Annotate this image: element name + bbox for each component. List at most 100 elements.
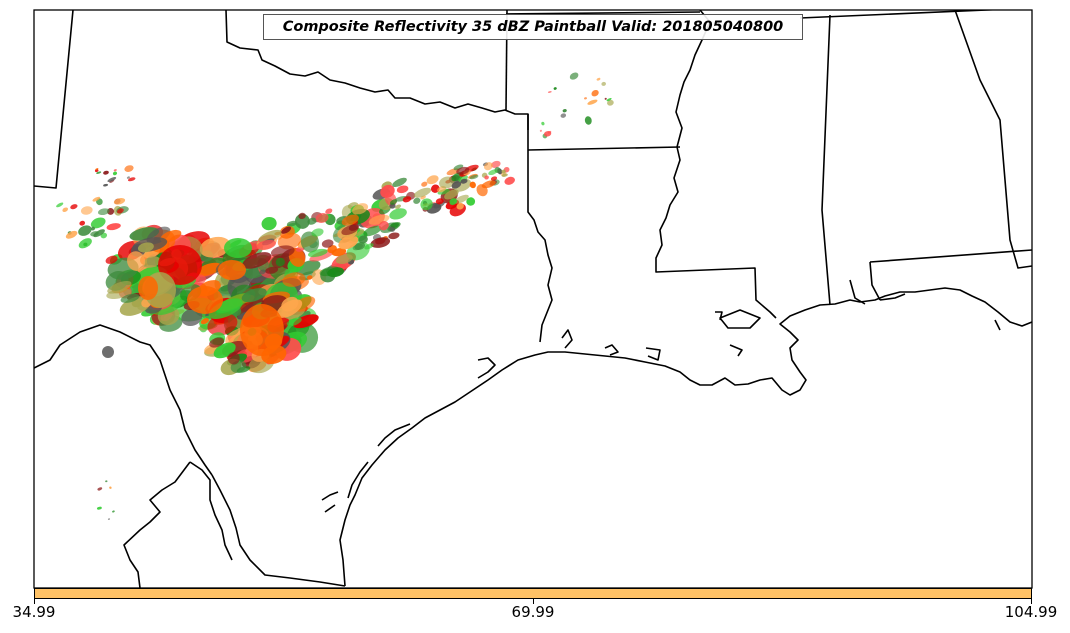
storm-cell: [341, 224, 359, 236]
storm-cell: [488, 169, 498, 176]
storm-core: [158, 245, 202, 285]
storm-cell: [227, 352, 240, 365]
storm-core: [187, 286, 223, 314]
storm-cell: [547, 131, 552, 134]
storm-cell: [451, 181, 462, 189]
storm-cell: [490, 160, 501, 168]
storm-cell: [195, 262, 222, 277]
storm-cell: [444, 189, 459, 200]
storm-cell: [466, 197, 476, 206]
storm-cell: [562, 109, 567, 113]
storm-cell: [569, 72, 579, 80]
storm-cell: [402, 196, 412, 203]
storm-core: [218, 260, 246, 280]
storm-cell: [120, 293, 140, 303]
storm-cell: [341, 214, 359, 226]
storm-cell: [421, 181, 428, 187]
storm-cell: [395, 204, 401, 209]
storm-cell: [286, 220, 298, 227]
gulf-coastline: [321, 279, 1032, 587]
storm-cell: [584, 116, 592, 125]
storm-cell: [95, 168, 99, 171]
colorbar-label-mid: 69.99: [511, 603, 555, 621]
storm-core: [102, 346, 114, 358]
storm-cell: [78, 225, 92, 236]
storm-cell: [143, 256, 161, 268]
storm-cell: [259, 269, 266, 275]
storm-cell: [604, 97, 607, 100]
colorbar-label-max: 104.99: [1004, 603, 1058, 621]
storm-cell: [560, 113, 567, 118]
storm-cell: [352, 203, 369, 215]
storm-cell: [258, 229, 282, 243]
storm-cell: [484, 175, 489, 180]
storm-cell: [127, 177, 136, 182]
map-title: Composite Reflectivity 35 dBZ Paintball …: [263, 14, 803, 40]
storm-cell: [275, 257, 285, 267]
rio-grande: [211, 474, 346, 587]
storm-cell: [321, 239, 334, 248]
storm-cell: [378, 221, 389, 231]
nm-border: [34, 10, 74, 189]
storm-cell: [124, 165, 134, 172]
sabine-border: [527, 114, 553, 343]
storm-cell: [199, 236, 231, 258]
storm-cell: [413, 197, 421, 204]
storm-cell: [435, 198, 444, 205]
storm-cell: [127, 251, 146, 271]
storm-cell: [584, 97, 587, 100]
storm-cell: [261, 216, 277, 231]
storm-cell: [107, 280, 132, 294]
storm-cell: [307, 248, 328, 258]
storm-cell: [109, 486, 112, 489]
storm-cell: [306, 275, 313, 280]
storm-cell: [56, 202, 64, 208]
storm-cell: [481, 180, 496, 189]
storm-cell: [390, 222, 400, 228]
storm-cell: [469, 174, 479, 180]
storm-cell: [286, 317, 302, 327]
storm-cell: [103, 170, 109, 175]
storm-cell: [439, 176, 455, 189]
storm-paintball-layer: [56, 72, 614, 520]
storm-cell: [107, 177, 117, 182]
red-river-border: [225, 10, 529, 130]
storm-cell: [91, 226, 95, 231]
storm-cell: [103, 183, 109, 187]
storm-cell: [456, 166, 470, 175]
storm-cell: [426, 175, 439, 185]
storm-cell: [300, 231, 320, 253]
storm-cell: [389, 203, 396, 209]
colorbar-tick-mid: [533, 599, 534, 604]
storm-cell: [364, 243, 374, 250]
storm-cell: [601, 81, 606, 86]
storm-cell: [112, 171, 118, 176]
storm-core: [240, 304, 284, 356]
storm-cell: [315, 213, 329, 223]
ms-al-border: [821, 14, 831, 306]
storm-cell: [256, 239, 277, 250]
storm-cell: [200, 318, 210, 325]
storm-cell: [325, 208, 333, 214]
storm-cell: [137, 242, 154, 253]
fl-border: [869, 249, 1032, 263]
storm-cell: [596, 77, 601, 81]
storm-cell: [265, 266, 279, 274]
mexico-lines: [123, 461, 191, 588]
storm-cell: [97, 487, 103, 491]
storm-cell: [117, 208, 124, 214]
storm-cell: [539, 129, 542, 132]
storm-cell: [553, 87, 557, 90]
storm-cell: [370, 237, 391, 248]
storm-cell: [107, 518, 111, 520]
storm-cell: [78, 238, 92, 249]
storm-cell: [270, 245, 295, 258]
storm-cell: [460, 178, 468, 184]
colorbar-label-min: 34.99: [12, 603, 56, 621]
storm-cell: [113, 169, 117, 172]
storm-cell: [93, 229, 105, 238]
storm-cell: [454, 194, 469, 204]
colorbar-tick-min: [34, 599, 35, 604]
storm-cell: [541, 121, 545, 126]
